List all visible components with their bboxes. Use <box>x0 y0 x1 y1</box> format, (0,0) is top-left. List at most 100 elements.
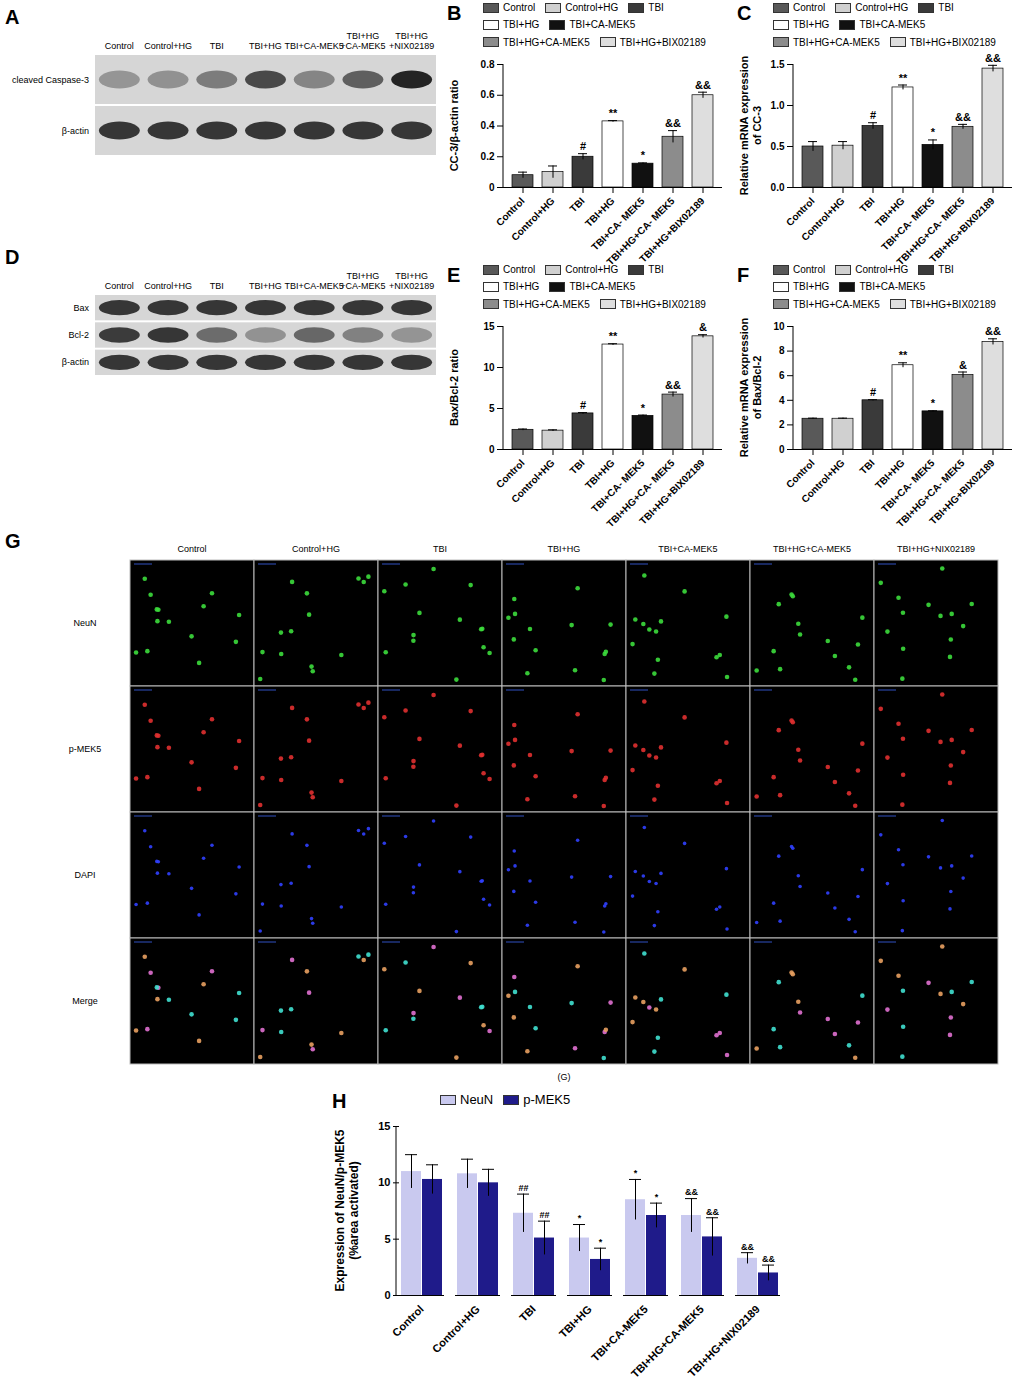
svg-text:TBI+HG+BIX02189: TBI+HG+BIX02189 <box>927 457 997 527</box>
svg-text:2: 2 <box>779 419 785 430</box>
svg-text:TBI: TBI <box>517 1303 538 1324</box>
svg-text:NeuN: NeuN <box>73 618 96 628</box>
svg-text:&&: && <box>762 1254 775 1264</box>
svg-text:β-actin: β-actin <box>62 126 89 136</box>
svg-text:TBI+CA- MEK5: TBI+CA- MEK5 <box>879 457 937 515</box>
svg-text:*: * <box>634 1168 638 1178</box>
svg-text:TBI: TBI <box>568 457 587 476</box>
svg-text:Control+HG: Control+HG <box>144 281 192 291</box>
svg-text:TBI+HG: TBI+HG <box>249 41 282 51</box>
svg-text:0.2: 0.2 <box>481 151 495 162</box>
svg-text:##: ## <box>539 1210 549 1220</box>
svg-text:0: 0 <box>489 444 495 455</box>
svg-text:&&: && <box>955 111 971 123</box>
svg-text:TBI+HG+BIX02189: TBI+HG+BIX02189 <box>927 195 997 265</box>
svg-text:TBI: TBI <box>568 195 587 214</box>
svg-text:&&: && <box>665 117 681 129</box>
svg-text:Control+HG: Control+HG <box>430 1303 482 1355</box>
svg-text:Control: Control <box>105 41 134 51</box>
svg-text:TBI: TBI <box>433 544 447 554</box>
svg-text:Bax: Bax <box>73 303 89 313</box>
svg-text:*: * <box>931 397 936 409</box>
svg-text:TBI+HG+BIX02189: TBI+HG+BIX02189 <box>637 457 707 527</box>
svg-text:#: # <box>580 140 586 152</box>
svg-text:&&: && <box>985 325 1001 337</box>
svg-text:&&: && <box>706 1207 719 1217</box>
svg-text:6: 6 <box>779 370 785 381</box>
svg-text:15: 15 <box>378 1120 390 1132</box>
svg-text:&&: && <box>685 1187 698 1197</box>
svg-text:*: * <box>931 126 936 138</box>
svg-text:15: 15 <box>483 321 495 332</box>
svg-text:TBI+HG+CA-MEK5: TBI+HG+CA-MEK5 <box>340 31 385 51</box>
svg-text:Bax/Bcl-2 ratio: Bax/Bcl-2 ratio <box>448 349 460 426</box>
svg-text:TBI+HG+CA-MEK5: TBI+HG+CA-MEK5 <box>773 544 851 554</box>
svg-text:10: 10 <box>773 321 785 332</box>
svg-text:TBI+HG: TBI+HG <box>557 1303 594 1340</box>
svg-text:TBI+CA-MEK5: TBI+CA-MEK5 <box>285 281 344 291</box>
svg-text:TBI: TBI <box>210 281 224 291</box>
svg-text:10: 10 <box>378 1176 390 1188</box>
svg-text:&&: && <box>741 1242 754 1252</box>
svg-text:Relative mRNA expressionof Bax: Relative mRNA expressionof Bax/Bcl-2 <box>738 317 763 457</box>
svg-text:Control+HG: Control+HG <box>799 457 847 505</box>
svg-text:Control+HG: Control+HG <box>144 41 192 51</box>
svg-text:TBI+CA- MEK5: TBI+CA- MEK5 <box>589 457 647 515</box>
svg-text:Expression of NeuN/p-MEK5(%are: Expression of NeuN/p-MEK5(%area activate… <box>333 1129 361 1291</box>
svg-text:TBI: TBI <box>210 41 224 51</box>
svg-text:DAPI: DAPI <box>74 870 95 880</box>
svg-text:β-actin: β-actin <box>62 357 89 367</box>
svg-text:&&: && <box>695 79 711 91</box>
svg-text:(G): (G) <box>558 1072 571 1082</box>
svg-text:TBI+HG+CA-MEK5: TBI+HG+CA-MEK5 <box>340 271 385 291</box>
svg-text:TBI+CA-MEK5: TBI+CA-MEK5 <box>589 1303 650 1364</box>
svg-text:1.0: 1.0 <box>771 100 785 111</box>
svg-text:**: ** <box>609 330 618 342</box>
svg-text:4: 4 <box>779 395 785 406</box>
svg-text:TBI: TBI <box>858 195 877 214</box>
svg-text:#: # <box>870 386 876 398</box>
svg-text:*: * <box>641 402 646 414</box>
svg-text:Control+HG: Control+HG <box>799 195 847 243</box>
svg-text:cleaved Caspase-3: cleaved Caspase-3 <box>12 75 89 85</box>
svg-text:Control+HG: Control+HG <box>509 457 557 505</box>
svg-text:0: 0 <box>779 444 785 455</box>
svg-text:TBI+CA-MEK5: TBI+CA-MEK5 <box>658 544 717 554</box>
svg-text:##: ## <box>518 1183 528 1193</box>
svg-text:0.5: 0.5 <box>771 141 785 152</box>
svg-text:#: # <box>580 399 586 411</box>
svg-text:0.4: 0.4 <box>481 120 495 131</box>
svg-text:**: ** <box>899 349 908 361</box>
svg-text:*: * <box>641 149 646 161</box>
svg-text:TBI+CA-MEK5: TBI+CA-MEK5 <box>285 41 344 51</box>
svg-text:TBI+HG+NIX02189: TBI+HG+NIX02189 <box>389 271 434 291</box>
svg-text:TBI+HG+BIX02189: TBI+HG+BIX02189 <box>637 195 707 265</box>
svg-text:Control: Control <box>390 1303 426 1339</box>
svg-text:TBI+HG+NIX02189: TBI+HG+NIX02189 <box>686 1303 762 1379</box>
svg-text:**: ** <box>609 107 618 119</box>
svg-text:CC-3/β-actin ratio: CC-3/β-actin ratio <box>448 79 460 171</box>
svg-text:&&: && <box>985 52 1001 64</box>
svg-text:8: 8 <box>779 345 785 356</box>
svg-text:Merge: Merge <box>72 996 98 1006</box>
svg-text:&&: && <box>665 379 681 391</box>
svg-text:TBI+HG: TBI+HG <box>548 544 581 554</box>
svg-text:TBI+CA- MEK5: TBI+CA- MEK5 <box>879 195 937 253</box>
svg-text:0: 0 <box>489 182 495 193</box>
svg-text:5: 5 <box>384 1233 390 1245</box>
svg-text:0.0: 0.0 <box>771 182 785 193</box>
svg-text:*: * <box>599 1237 603 1247</box>
svg-text:TBI+HG: TBI+HG <box>249 281 282 291</box>
svg-text:0: 0 <box>384 1289 390 1301</box>
svg-text:#: # <box>870 109 876 121</box>
svg-text:5: 5 <box>489 403 495 414</box>
svg-text:*: * <box>655 1192 659 1202</box>
svg-text:*: * <box>578 1213 582 1223</box>
svg-text:TBI+HG+NIX02189: TBI+HG+NIX02189 <box>897 544 975 554</box>
svg-text:Bcl-2: Bcl-2 <box>68 330 89 340</box>
svg-text:Control: Control <box>105 281 134 291</box>
svg-text:**: ** <box>899 72 908 84</box>
svg-text:0.6: 0.6 <box>481 89 495 100</box>
svg-text:0.8: 0.8 <box>481 59 495 70</box>
svg-text:TBI: TBI <box>858 457 877 476</box>
